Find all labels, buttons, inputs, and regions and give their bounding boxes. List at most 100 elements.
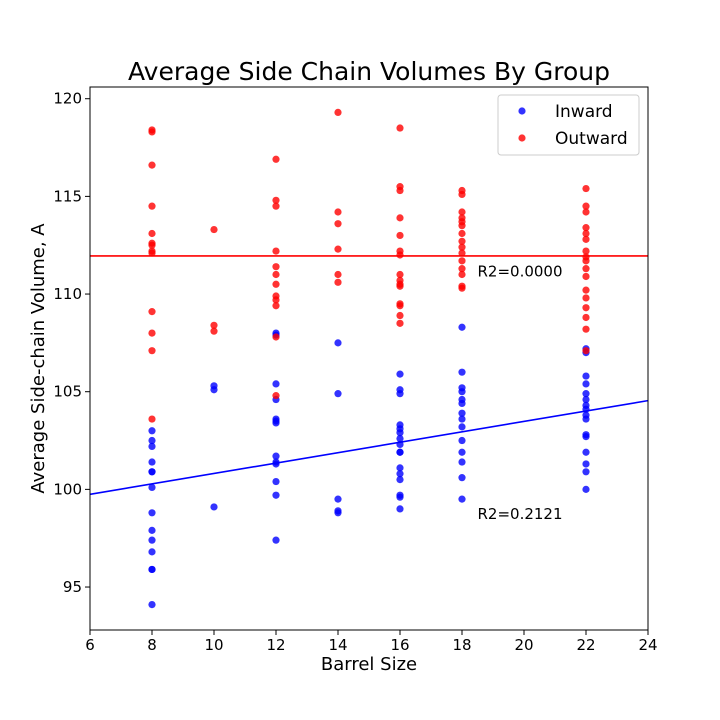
point-inward <box>148 509 156 517</box>
point-inward <box>582 390 590 398</box>
point-outward <box>148 161 156 169</box>
legend-marker-outward <box>518 134 526 142</box>
point-outward <box>582 224 590 232</box>
y-tick-label: 115 <box>53 187 82 205</box>
point-outward <box>272 270 280 279</box>
point-inward <box>582 405 590 413</box>
point-outward <box>334 270 342 279</box>
point-outward <box>458 265 466 273</box>
legend-marker-inward <box>518 107 526 115</box>
point-inward <box>396 505 404 513</box>
point-inward <box>148 601 156 609</box>
point-outward <box>272 196 280 204</box>
point-inward <box>148 565 156 574</box>
point-outward <box>396 124 404 132</box>
point-outward <box>458 222 466 230</box>
y-tick-label: 110 <box>53 285 82 303</box>
point-outward <box>396 270 404 279</box>
point-inward <box>148 536 156 544</box>
data-points <box>148 108 590 609</box>
point-inward <box>458 323 466 331</box>
legend-label-inward: Inward <box>555 102 613 122</box>
y-tick-label: 95 <box>63 578 82 596</box>
point-inward <box>582 380 590 388</box>
point-inward <box>272 417 280 425</box>
y-tick-label: 120 <box>53 90 82 108</box>
point-outward <box>458 257 466 265</box>
point-outward <box>396 319 404 327</box>
point-outward <box>148 329 156 337</box>
point-outward <box>396 282 404 290</box>
point-outward <box>334 245 342 253</box>
point-inward <box>396 390 404 398</box>
point-outward <box>272 280 280 288</box>
point-inward <box>582 460 590 468</box>
point-inward <box>272 491 280 499</box>
x-tick-label: 16 <box>390 636 409 654</box>
point-inward <box>458 423 466 431</box>
legend-label-outward: Outward <box>555 129 628 149</box>
point-outward <box>458 190 466 199</box>
point-outward <box>396 311 404 320</box>
point-outward <box>334 208 342 216</box>
point-outward <box>582 257 590 265</box>
point-inward <box>458 448 466 456</box>
legend: Inward Outward <box>497 94 640 156</box>
point-outward <box>396 214 404 222</box>
point-outward <box>210 321 218 329</box>
point-outward <box>148 241 156 249</box>
fit-line-inward <box>90 399 648 496</box>
point-inward <box>148 548 156 556</box>
x-axis-label: Barrel Size <box>321 654 417 675</box>
point-inward <box>148 427 156 435</box>
point-inward <box>582 485 590 493</box>
legend-box <box>497 94 640 156</box>
point-outward <box>582 265 590 273</box>
point-outward <box>582 304 590 312</box>
point-outward <box>582 184 590 193</box>
point-outward <box>582 294 590 302</box>
point-inward <box>272 452 280 460</box>
point-outward <box>458 237 466 245</box>
x-tick-label: 10 <box>204 636 223 654</box>
point-inward <box>210 503 218 511</box>
point-inward <box>396 440 404 449</box>
point-outward <box>582 347 590 355</box>
point-inward <box>458 474 466 482</box>
point-outward <box>582 325 590 333</box>
point-outward <box>458 270 466 279</box>
point-outward <box>334 108 342 116</box>
point-outward <box>582 286 590 294</box>
point-inward <box>582 395 590 404</box>
point-inward <box>396 476 404 484</box>
point-inward <box>458 458 466 466</box>
point-outward <box>272 296 280 304</box>
point-outward <box>396 231 404 240</box>
point-outward <box>582 235 590 243</box>
fit-lines <box>90 255 648 496</box>
y-axis: 95 100 105 110 115 120 <box>53 90 90 596</box>
point-outward <box>210 225 218 234</box>
point-inward <box>458 399 466 408</box>
point-outward <box>272 333 280 341</box>
point-outward <box>458 284 466 292</box>
point-outward <box>148 229 156 238</box>
point-outward <box>334 220 342 228</box>
point-outward <box>272 202 280 210</box>
point-outward <box>210 327 218 335</box>
x-tick-label: 6 <box>85 636 95 654</box>
point-inward <box>210 386 218 394</box>
point-outward <box>458 243 466 251</box>
point-inward <box>148 483 156 492</box>
chart-title: Average Side Chain Volumes By Group <box>128 57 610 86</box>
x-tick-label: 8 <box>147 636 157 654</box>
point-outward <box>582 272 590 281</box>
point-inward <box>396 470 404 478</box>
x-tick-label: 18 <box>452 636 471 654</box>
point-inward <box>396 434 404 443</box>
r2-annotation: R2=0.2121 <box>478 505 563 523</box>
point-inward <box>148 526 156 534</box>
x-tick-label: 20 <box>514 636 533 654</box>
point-inward <box>272 477 280 486</box>
